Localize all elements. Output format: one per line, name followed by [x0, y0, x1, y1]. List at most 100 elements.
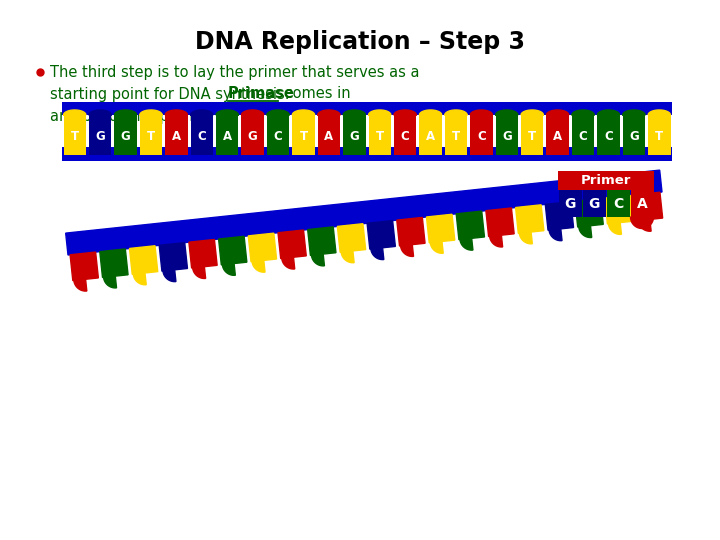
- Polygon shape: [311, 242, 325, 266]
- Text: A: A: [222, 131, 232, 144]
- Bar: [598, 115, 620, 155]
- Bar: [606, 190, 629, 217]
- Bar: [631, 190, 654, 217]
- Polygon shape: [549, 217, 562, 241]
- Bar: [89, 115, 112, 155]
- Text: The third step is to lay the primer that serves as a: The third step is to lay the primer that…: [50, 64, 420, 79]
- Bar: [470, 115, 492, 155]
- Text: C: C: [477, 131, 486, 144]
- Polygon shape: [426, 214, 455, 243]
- Bar: [165, 115, 188, 155]
- Bar: [648, 115, 670, 155]
- Text: DNA Replication – Step 3: DNA Replication – Step 3: [195, 30, 525, 54]
- Polygon shape: [341, 239, 354, 263]
- Polygon shape: [219, 237, 247, 265]
- Text: G: G: [502, 131, 512, 144]
- Polygon shape: [445, 110, 467, 115]
- Polygon shape: [343, 110, 366, 115]
- Polygon shape: [104, 265, 117, 288]
- Polygon shape: [460, 227, 473, 250]
- Bar: [394, 115, 416, 155]
- Text: C: C: [197, 131, 206, 144]
- Bar: [582, 190, 606, 217]
- Text: comes in: comes in: [280, 86, 351, 102]
- Polygon shape: [575, 199, 603, 227]
- Text: G: G: [629, 131, 639, 144]
- Bar: [267, 115, 289, 155]
- Bar: [63, 115, 86, 155]
- Text: T: T: [147, 131, 155, 144]
- Bar: [558, 171, 654, 190]
- Bar: [445, 115, 467, 155]
- Polygon shape: [579, 214, 592, 238]
- Text: T: T: [71, 131, 78, 144]
- Text: C: C: [613, 197, 623, 211]
- Text: starting point for DNA synthesis.: starting point for DNA synthesis.: [50, 86, 294, 102]
- Text: G: G: [121, 131, 130, 144]
- Polygon shape: [394, 110, 416, 115]
- Text: A: A: [636, 197, 647, 211]
- Polygon shape: [73, 267, 87, 291]
- Text: C: C: [401, 131, 410, 144]
- Bar: [241, 115, 264, 155]
- Polygon shape: [282, 246, 294, 269]
- Polygon shape: [70, 252, 99, 281]
- Text: A: A: [324, 131, 333, 144]
- Polygon shape: [63, 110, 86, 115]
- Text: G: G: [588, 197, 600, 211]
- Polygon shape: [191, 110, 213, 115]
- Bar: [546, 115, 569, 155]
- Polygon shape: [519, 220, 532, 244]
- Polygon shape: [318, 110, 340, 115]
- Text: Primer: Primer: [581, 174, 631, 187]
- Polygon shape: [307, 227, 336, 255]
- Text: A: A: [426, 131, 435, 144]
- Text: C: C: [604, 131, 613, 144]
- Polygon shape: [338, 224, 366, 252]
- Polygon shape: [572, 110, 594, 115]
- Polygon shape: [165, 110, 188, 115]
- Polygon shape: [623, 110, 645, 115]
- Bar: [495, 115, 518, 155]
- Polygon shape: [419, 110, 442, 115]
- Polygon shape: [222, 252, 235, 275]
- Polygon shape: [369, 110, 391, 115]
- Polygon shape: [89, 110, 112, 115]
- Bar: [62, 102, 672, 115]
- Polygon shape: [192, 255, 206, 279]
- Polygon shape: [292, 110, 315, 115]
- Bar: [191, 115, 213, 155]
- Bar: [216, 115, 238, 155]
- Bar: [521, 115, 544, 155]
- Polygon shape: [189, 239, 217, 268]
- Text: Primase: Primase: [228, 86, 295, 102]
- Polygon shape: [163, 258, 176, 282]
- Polygon shape: [608, 211, 621, 234]
- Polygon shape: [631, 217, 654, 228]
- Text: and builds the primer.: and builds the primer.: [50, 109, 212, 124]
- Text: G: G: [349, 131, 359, 144]
- Bar: [318, 115, 340, 155]
- Text: T: T: [452, 131, 460, 144]
- Bar: [62, 147, 672, 161]
- Polygon shape: [133, 261, 146, 285]
- Bar: [572, 115, 594, 155]
- Polygon shape: [598, 110, 620, 115]
- Text: C: C: [579, 131, 588, 144]
- Text: G: G: [564, 197, 576, 211]
- Text: T: T: [300, 131, 307, 144]
- Text: G: G: [248, 131, 258, 144]
- Polygon shape: [545, 201, 574, 230]
- Polygon shape: [267, 110, 289, 115]
- Polygon shape: [546, 110, 569, 115]
- Bar: [292, 115, 315, 155]
- Text: A: A: [553, 131, 562, 144]
- Text: A: A: [172, 131, 181, 144]
- Text: T: T: [376, 131, 384, 144]
- Polygon shape: [278, 230, 306, 259]
- Bar: [140, 115, 162, 155]
- Polygon shape: [605, 195, 633, 224]
- Polygon shape: [241, 110, 264, 115]
- Polygon shape: [216, 110, 238, 115]
- Bar: [369, 115, 391, 155]
